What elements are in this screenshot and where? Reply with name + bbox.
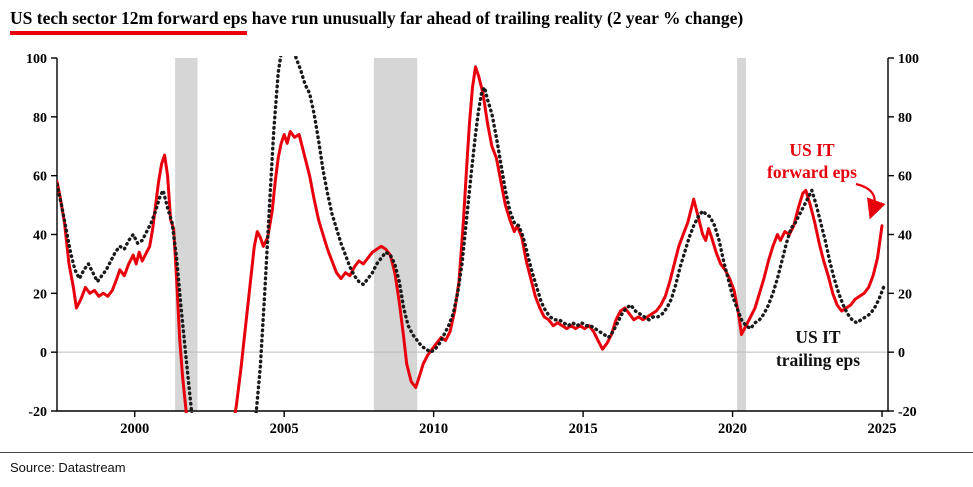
trailing-eps-annotation: trailing eps xyxy=(776,350,860,370)
recession-band xyxy=(737,58,747,411)
y-axis-tick-label-right: 100 xyxy=(898,52,919,67)
chart-source-footer: Source: Datastream xyxy=(0,452,973,487)
y-axis-tick-label-right: 20 xyxy=(898,287,912,302)
y-axis-tick-label-left: 20 xyxy=(33,287,47,302)
forward-eps-arrow xyxy=(855,182,886,220)
y-axis-tick-label-left: 60 xyxy=(33,170,47,185)
x-axis-tick-label: 2020 xyxy=(718,421,747,437)
x-axis-tick-label: 2005 xyxy=(270,421,299,437)
chart-header: US tech sector 12m forward eps have run … xyxy=(0,0,973,35)
y-axis-tick-label-right: -20 xyxy=(898,405,917,420)
chart-title: US tech sector 12m forward eps have run … xyxy=(10,8,743,35)
forward-eps-annotation: US IT xyxy=(789,140,835,160)
x-axis-tick-label: 2015 xyxy=(569,421,598,437)
y-axis-tick-label-right: 0 xyxy=(898,346,905,361)
y-axis-tick-label-left: -20 xyxy=(28,405,47,420)
x-axis-tick-label: 2000 xyxy=(120,421,149,437)
source-text: Source: Datastream xyxy=(10,460,126,475)
y-axis-tick-label-left: 40 xyxy=(33,229,47,244)
chart-plot-container: -20 -20 0 0 20 20 40 40 60 60 80 80 100 100 2000 2005 20… xyxy=(0,46,973,444)
y-axis-tick-label-left: 100 xyxy=(26,52,47,67)
y-axis-tick-label-left: 80 xyxy=(33,111,47,126)
recession-band xyxy=(373,58,418,411)
trailing-eps-line xyxy=(57,56,886,413)
forward-eps-line xyxy=(57,65,884,413)
y-axis-tick-label-right: 40 xyxy=(898,229,912,244)
x-axis-tick-label: 2010 xyxy=(419,421,448,437)
chart-title-rest: have run unusually far ahead of trailing… xyxy=(247,8,744,28)
y-axis-tick-label-left: 0 xyxy=(40,346,47,361)
recession-band xyxy=(175,58,198,411)
forward-eps-annotation: forward eps xyxy=(767,162,857,182)
x-axis-tick-label: 2025 xyxy=(868,421,897,437)
trailing-eps-annotation: US IT xyxy=(795,327,841,347)
y-axis-tick-label-right: 60 xyxy=(898,170,912,185)
chart-title-underlined-part: US tech sector 12m forward eps xyxy=(10,8,248,35)
y-axis-tick-label-right: 80 xyxy=(898,111,912,126)
